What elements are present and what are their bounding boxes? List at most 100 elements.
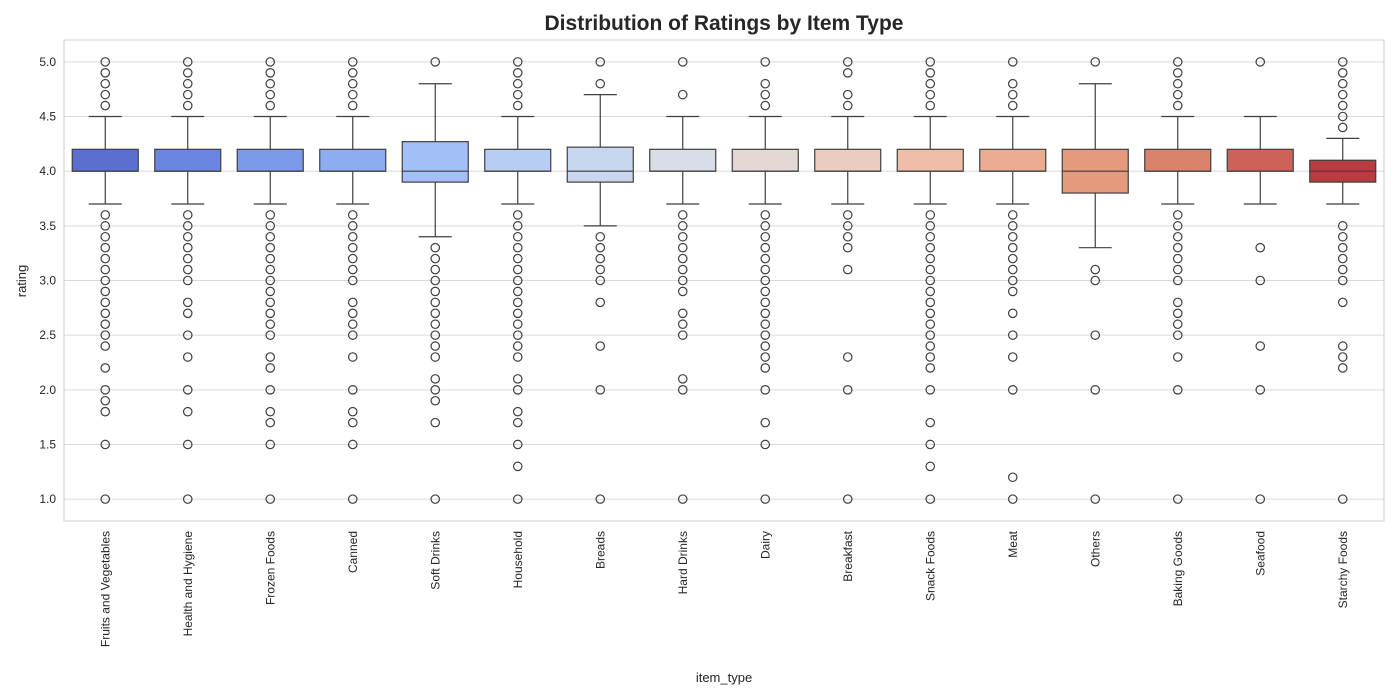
x-tick-label: Others — [1088, 531, 1102, 567]
outlier-point — [100, 57, 111, 67]
outlier-point — [1007, 89, 1018, 100]
outlier-point — [347, 242, 358, 253]
outlier-point — [430, 286, 441, 297]
outlier-point — [512, 67, 523, 78]
outlier-point — [760, 297, 771, 308]
outlier-point — [1255, 242, 1266, 253]
outlier-point — [1007, 57, 1018, 67]
outlier-point — [347, 385, 358, 395]
outlier-point — [595, 57, 606, 67]
outlier-point — [925, 297, 936, 308]
outlier-point — [677, 494, 688, 504]
outlier-point — [100, 286, 111, 297]
outlier-point — [265, 308, 276, 319]
outlier-point — [760, 341, 771, 351]
box-group — [1144, 57, 1212, 504]
box — [236, 148, 304, 172]
outlier-point — [1172, 330, 1183, 340]
outlier-point — [925, 417, 936, 428]
outlier-point — [925, 57, 936, 67]
box-group — [1309, 57, 1377, 504]
outlier-point — [100, 308, 111, 319]
outlier-point — [100, 395, 111, 406]
outlier-point — [347, 67, 358, 78]
outlier-point — [512, 439, 523, 450]
outlier-point — [1172, 253, 1183, 264]
outlier-point — [1172, 210, 1183, 220]
outlier-point — [595, 385, 606, 395]
outlier-point — [182, 352, 193, 362]
outlier-point — [1172, 89, 1183, 100]
outlier-point — [1337, 231, 1348, 242]
boxes — [71, 57, 1377, 504]
outlier-point — [677, 89, 688, 100]
outlier-point — [430, 341, 441, 351]
x-tick-label: Fruits and Vegetables — [98, 531, 112, 647]
outlier-point — [100, 385, 111, 395]
outlier-point — [430, 57, 441, 67]
y-tick-label: 4.5 — [39, 110, 56, 124]
outlier-point — [512, 374, 523, 384]
outlier-point — [842, 352, 853, 362]
outlier-point — [265, 78, 276, 89]
outlier-point — [842, 385, 853, 395]
outlier-point — [1007, 231, 1018, 242]
outlier-point — [100, 275, 111, 286]
x-tick-label: Snack Foods — [923, 531, 937, 601]
outlier-point — [347, 89, 358, 100]
outlier-point — [1007, 472, 1018, 483]
outlier-point — [347, 406, 358, 417]
outlier-point — [512, 308, 523, 319]
outlier-point — [925, 363, 936, 373]
outlier-point — [842, 100, 853, 111]
outlier-point — [100, 210, 111, 220]
outlier-point — [677, 221, 688, 231]
outlier-point — [760, 308, 771, 319]
outlier-point — [760, 352, 771, 362]
outlier-point — [925, 275, 936, 286]
box-group — [896, 57, 964, 504]
outlier-point — [1337, 57, 1348, 67]
box-group — [979, 57, 1047, 504]
outlier-point — [1172, 100, 1183, 111]
outlier-point — [760, 100, 771, 111]
outlier-point — [182, 494, 193, 504]
outlier-point — [1337, 253, 1348, 264]
box-group — [71, 57, 139, 504]
outlier-point — [677, 264, 688, 275]
outlier-point — [677, 308, 688, 319]
outlier-point — [265, 417, 276, 428]
outlier-point — [182, 89, 193, 100]
x-tick-label: Canned — [346, 531, 360, 573]
plot-frame — [63, 39, 1385, 522]
outlier-point — [842, 221, 853, 231]
outlier-point — [512, 319, 523, 330]
outlier-point — [925, 308, 936, 319]
outlier-point — [1255, 341, 1266, 351]
box-group — [154, 57, 222, 504]
outlier-point — [925, 330, 936, 340]
outlier-point — [595, 78, 606, 89]
outlier-point — [595, 494, 606, 504]
box-group — [484, 57, 552, 504]
outlier-point — [100, 439, 111, 450]
box — [484, 148, 552, 172]
outlier-point — [925, 461, 936, 472]
outlier-point — [1007, 242, 1018, 253]
box — [71, 148, 139, 172]
outlier-point — [1007, 308, 1018, 319]
outlier-point — [925, 439, 936, 450]
outlier-point — [265, 439, 276, 450]
outlier-point — [842, 494, 853, 504]
outlier-point — [760, 264, 771, 275]
outlier-point — [1007, 210, 1018, 220]
box-group — [1061, 57, 1129, 504]
box — [1226, 148, 1294, 172]
outlier-point — [430, 395, 441, 406]
outlier-point — [1337, 297, 1348, 308]
outlier-point — [842, 67, 853, 78]
outlier-point — [265, 210, 276, 220]
outlier-point — [512, 417, 523, 428]
outlier-point — [265, 67, 276, 78]
outlier-point — [512, 253, 523, 264]
